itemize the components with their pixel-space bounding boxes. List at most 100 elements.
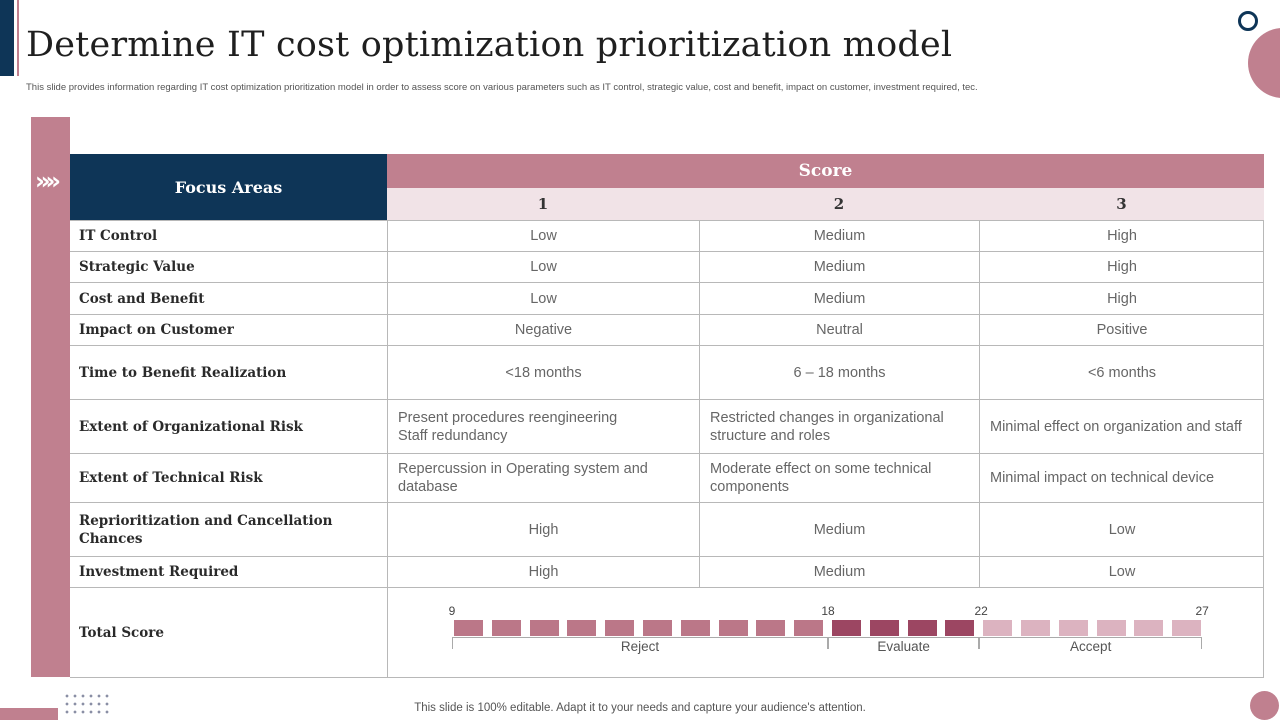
score-block: [1134, 620, 1164, 636]
footer-note: This slide is 100% editable. Adapt it to…: [414, 702, 866, 714]
focus-area-label: Extent of Organizational Risk: [70, 399, 387, 453]
focus-area-label: Impact on Customer: [70, 314, 387, 345]
score-cell-text: Low: [1108, 564, 1136, 580]
score-cell-text: Neutral: [816, 322, 863, 338]
score-block: [1058, 620, 1088, 636]
score-column-1: 1: [387, 188, 699, 220]
score-tick-label: 27: [1195, 604, 1209, 618]
decorative-dot-grid: [63, 692, 113, 718]
score-cell-text: Positive: [1096, 322, 1148, 338]
score-cell-text: Minimal effect on organization and staff: [990, 418, 1242, 435]
score-cell: Medium: [699, 556, 979, 587]
score-cell: Neutral: [699, 314, 979, 345]
score-cell-text: Medium: [813, 564, 866, 580]
score-cell-text: Minimal impact on technical device: [990, 470, 1215, 486]
score-block: [491, 620, 521, 636]
focus-area-label: Strategic Value: [70, 251, 387, 282]
total-score-label: Total Score: [70, 587, 387, 678]
score-cell: Low: [387, 220, 699, 251]
score-column-3: 3: [979, 188, 1264, 220]
score-cell-text: Present procedures reengineering Staff r…: [398, 409, 618, 444]
side-band: [31, 117, 70, 677]
focus-area-label: Extent of Technical Risk: [70, 453, 387, 502]
page-subtitle: This slide provides information regardin…: [26, 82, 978, 93]
score-range-bracket: [828, 637, 980, 649]
focus-area-label: Reprioritization and Cancellation Chance…: [70, 502, 387, 556]
score-cell: 6 – 18 months: [699, 345, 979, 399]
table-right-border: [1263, 220, 1264, 587]
score-cell-text: High: [528, 521, 559, 538]
score-cell-text: Medium: [813, 228, 866, 244]
score-cell-text: Medium: [813, 521, 866, 538]
score-tick-label: 22: [974, 604, 988, 618]
score-range-bracket: [979, 637, 1203, 649]
focus-areas-header: Focus Areas: [70, 154, 387, 220]
score-cell: Medium: [699, 282, 979, 314]
score-cell-text: Restricted changes in organizational str…: [710, 409, 944, 444]
score-block: [1172, 620, 1202, 636]
score-cell: Restricted changes in organizational str…: [699, 399, 979, 453]
score-cell: Medium: [699, 251, 979, 282]
score-tick-label: 9: [448, 604, 456, 618]
score-range-label: Evaluate: [877, 639, 930, 654]
score-block: [945, 620, 975, 636]
score-tick-label: 18: [821, 604, 835, 618]
score-range-label: Accept: [1070, 639, 1112, 654]
score-cell-text: 6 – 18 months: [793, 364, 886, 381]
prioritization-table: Focus Areas Score 1 2 3 IT Control Low Medium…: [70, 154, 1264, 678]
score-cell: Low: [979, 556, 1264, 587]
score-cell: Repercussion in Operating system and dat…: [387, 453, 699, 502]
score-cell-text: <18 months: [505, 364, 582, 381]
score-cell: Low: [387, 251, 699, 282]
score-cell-text: Negative: [514, 322, 573, 338]
score-column-2: 2: [699, 188, 979, 220]
score-block: [605, 620, 635, 636]
focus-area-label: Investment Required: [70, 556, 387, 587]
score-cell-text: High: [1107, 290, 1137, 307]
focus-area-label: IT Control: [70, 220, 387, 251]
score-block: [680, 620, 710, 636]
chevron-right-icon: »»: [35, 167, 61, 195]
score-cell-text: High: [1107, 228, 1137, 244]
total-score-cell: [387, 587, 1264, 678]
score-block: [794, 620, 824, 636]
score-cell: High: [387, 556, 699, 587]
score-cell: High: [979, 220, 1264, 251]
bottom-accent-strip: [0, 708, 58, 720]
score-cell-text: Low: [530, 290, 557, 307]
score-cell: High: [979, 282, 1264, 314]
title-accent-line: [17, 0, 19, 76]
score-cell-text: Low: [530, 259, 557, 275]
score-block: [832, 620, 861, 636]
score-cell: Medium: [699, 220, 979, 251]
score-block: [643, 620, 672, 636]
score-cell-text: High: [528, 564, 559, 580]
score-cell-text: Moderate effect on some technical compon…: [710, 461, 932, 495]
score-block: [718, 620, 748, 636]
score-block: [869, 620, 899, 636]
table-bottom-border: [70, 677, 387, 678]
score-cell-text: Medium: [813, 259, 866, 275]
score-cell: Minimal impact on technical device: [979, 453, 1264, 502]
score-block: [567, 620, 597, 636]
score-block: [529, 620, 559, 636]
score-cell: Moderate effect on some technical compon…: [699, 453, 979, 502]
decorative-ring-icon: [1238, 11, 1258, 31]
decorative-circle: [1248, 28, 1280, 98]
score-cell: Low: [387, 282, 699, 314]
score-cell: High: [979, 251, 1264, 282]
score-block: [454, 620, 483, 636]
score-cell-text: Medium: [813, 290, 866, 307]
score-cell-text: Low: [530, 228, 557, 244]
score-cell-text: Low: [1108, 521, 1136, 538]
score-cell: <6 months: [979, 345, 1264, 399]
score-cell: High: [387, 502, 699, 556]
score-cell: Minimal effect on organization and staff: [979, 399, 1264, 453]
score-cell-text: <6 months: [1087, 364, 1157, 381]
focus-area-label: Time to Benefit Realization: [70, 345, 387, 399]
score-range-bracket: [452, 637, 828, 649]
score-block: [1096, 620, 1126, 636]
score-cell-text: High: [1107, 259, 1137, 275]
score-range-label: Reject: [620, 639, 660, 654]
title-accent-bar: [0, 0, 14, 76]
